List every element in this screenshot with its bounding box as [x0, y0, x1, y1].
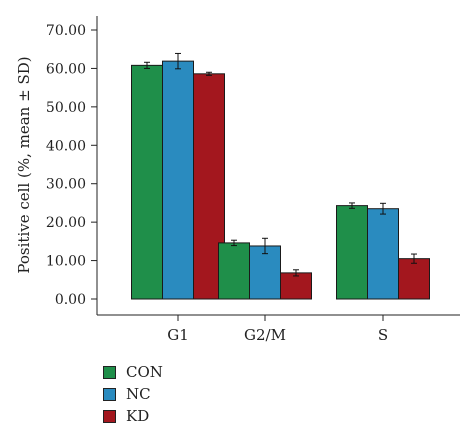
error-bars — [144, 52, 417, 277]
y-tick-label: 0.00 — [55, 292, 86, 308]
bar-kd-s — [398, 258, 430, 300]
y-tick-label: 20.00 — [46, 215, 86, 231]
y-tick-label: 70.00 — [46, 23, 86, 39]
bar-con-s — [336, 205, 368, 300]
legend-swatch — [103, 409, 116, 423]
x-tick-label: S — [378, 326, 388, 344]
bar-nc-s — [367, 208, 399, 300]
legend-item-con: CON — [103, 361, 163, 383]
y-tick-label: 40.00 — [46, 138, 86, 154]
bars — [131, 60, 430, 300]
y-axis-ticks: 0.00 10.00 20.00 30.00 40.00 50.00 60.00 70.00 — [46, 23, 97, 308]
legend-item-kd: KD — [103, 405, 163, 427]
x-tick-label: G1 — [167, 326, 189, 344]
legend-swatch — [103, 365, 116, 379]
legend-item-nc: NC — [103, 383, 163, 405]
y-tick-label: 10.00 — [46, 254, 86, 270]
bar-kd-g2m — [280, 272, 312, 300]
y-tick-label: 50.00 — [46, 100, 86, 116]
bar-con-g1 — [131, 64, 163, 300]
legend-label: KD — [126, 407, 150, 425]
x-tick-label: G2/M — [244, 326, 286, 344]
bar-con-g2m — [218, 242, 250, 300]
x-axis-ticks: G1 G2/M S — [167, 315, 388, 344]
legend-swatch — [103, 387, 116, 401]
axes — [96, 16, 460, 316]
legend-label: CON — [126, 363, 163, 381]
y-axis-title: Positive cell (%, mean ± SD) — [15, 56, 33, 273]
bar-nc-g2m — [249, 245, 281, 300]
y-tick-label: 30.00 — [46, 177, 86, 193]
legend-label: NC — [126, 385, 151, 403]
y-tick-label: 60.00 — [46, 61, 86, 77]
legend: CON NC KD — [103, 361, 163, 427]
bar-nc-g1 — [162, 60, 194, 300]
